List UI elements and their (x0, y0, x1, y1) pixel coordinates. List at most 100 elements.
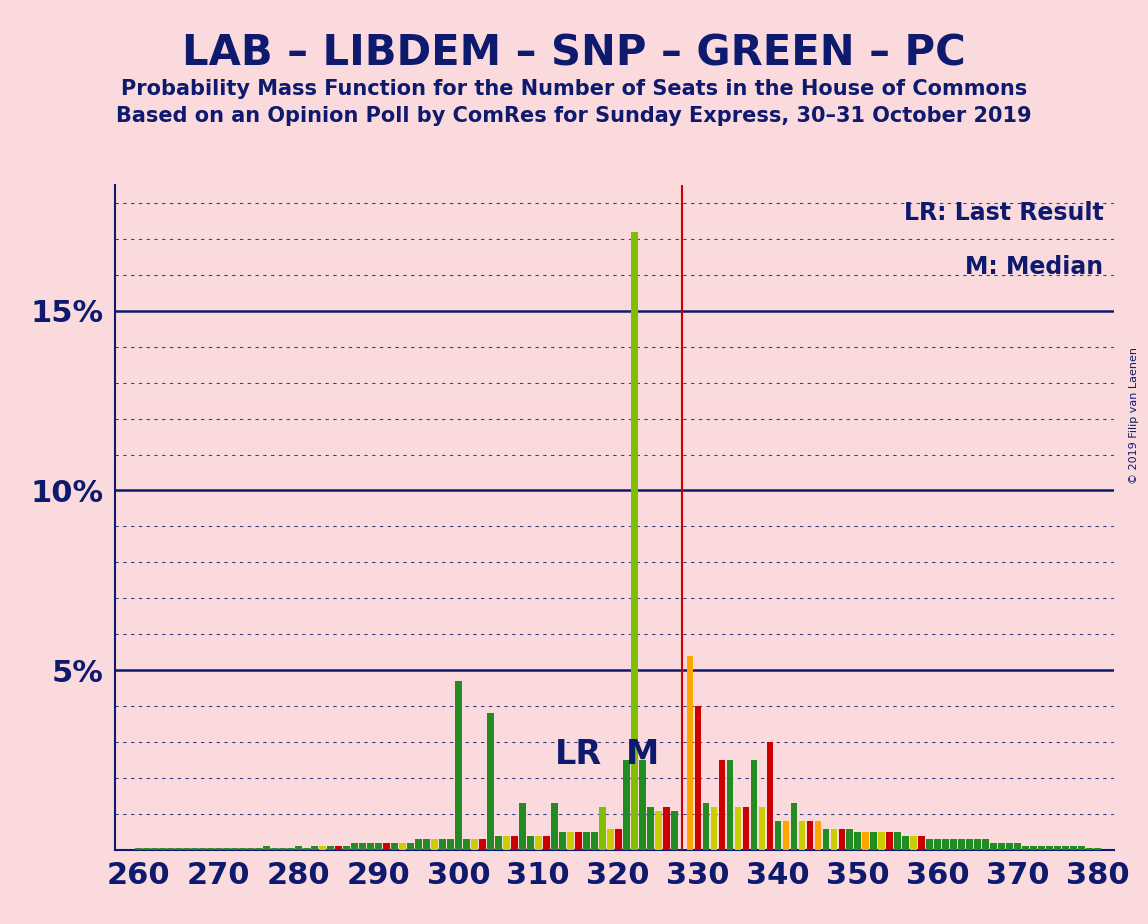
Bar (447, 839, 453, 850)
Bar (910, 835, 917, 850)
Bar (1054, 846, 1061, 850)
Bar (870, 833, 877, 850)
Bar (799, 821, 806, 850)
Bar (670, 810, 677, 850)
Bar (239, 848, 246, 850)
Bar (152, 848, 158, 850)
Bar (838, 829, 845, 850)
Bar (703, 803, 709, 850)
Bar (999, 843, 1006, 850)
Bar (176, 848, 183, 850)
Bar (135, 848, 142, 850)
Bar (343, 846, 350, 850)
Bar (1094, 848, 1101, 850)
Bar (247, 848, 254, 850)
Bar (1046, 846, 1053, 850)
Bar (751, 760, 758, 850)
Bar (719, 760, 726, 850)
Bar (575, 833, 582, 850)
Bar (455, 681, 461, 850)
Bar (1030, 846, 1037, 850)
Bar (375, 843, 382, 850)
Bar (1070, 846, 1077, 850)
Bar (926, 839, 933, 850)
Bar (223, 848, 230, 850)
Text: M: Median: M: Median (965, 255, 1103, 279)
Bar (319, 846, 326, 850)
Bar (975, 839, 982, 850)
Bar (1086, 848, 1093, 850)
Bar (622, 760, 629, 850)
Bar (263, 846, 270, 850)
Bar (943, 839, 949, 850)
Bar (463, 839, 470, 850)
Bar (934, 839, 941, 850)
Bar (638, 760, 645, 850)
Bar (967, 839, 974, 850)
Bar (184, 848, 191, 850)
Bar (830, 829, 837, 850)
Bar (1062, 846, 1069, 850)
Bar (303, 848, 310, 850)
Bar (775, 821, 782, 850)
Bar (495, 835, 502, 850)
Bar (894, 833, 901, 850)
Bar (662, 807, 669, 850)
Bar (767, 742, 774, 850)
Text: Probability Mass Function for the Number of Seats in the House of Commons: Probability Mass Function for the Number… (121, 79, 1027, 99)
Bar (551, 803, 558, 850)
Text: LR: LR (554, 738, 602, 771)
Bar (759, 807, 766, 850)
Bar (200, 848, 207, 850)
Bar (1007, 843, 1013, 850)
Bar (615, 829, 621, 850)
Bar (287, 848, 294, 850)
Bar (687, 656, 693, 850)
Bar (327, 846, 334, 850)
Bar (743, 807, 750, 850)
Bar (295, 846, 302, 850)
Text: Based on an Opinion Poll by ComRes for Sunday Express, 30–31 October 2019: Based on an Opinion Poll by ComRes for S… (116, 106, 1032, 127)
Bar (854, 833, 861, 850)
Bar (231, 848, 238, 850)
Bar (791, 803, 798, 850)
Bar (886, 833, 893, 850)
Bar (951, 839, 957, 850)
Bar (192, 848, 199, 850)
Bar (991, 843, 998, 850)
Bar (918, 835, 925, 850)
Bar (216, 848, 222, 850)
Bar (527, 835, 534, 850)
Bar (511, 835, 518, 850)
Bar (583, 833, 590, 850)
Bar (535, 835, 542, 850)
Bar (391, 843, 398, 850)
Bar (503, 835, 510, 850)
Bar (983, 839, 990, 850)
Bar (567, 833, 574, 850)
Bar (646, 807, 653, 850)
Bar (591, 833, 598, 850)
Bar (422, 839, 429, 850)
Bar (902, 835, 909, 850)
Bar (255, 848, 262, 850)
Bar (846, 829, 853, 850)
Text: LAB – LIBDEM – SNP – GREEN – PC: LAB – LIBDEM – SNP – GREEN – PC (183, 32, 965, 74)
Bar (862, 833, 869, 850)
Bar (695, 706, 701, 850)
Bar (471, 839, 478, 850)
Bar (416, 839, 421, 850)
Bar (783, 821, 790, 850)
Bar (822, 829, 829, 850)
Bar (479, 839, 486, 850)
Bar (1038, 846, 1045, 850)
Bar (559, 833, 566, 850)
Bar (351, 843, 358, 850)
Bar (430, 839, 437, 850)
Bar (160, 848, 166, 850)
Bar (408, 843, 413, 850)
Bar (727, 760, 734, 850)
Bar (359, 843, 366, 850)
Bar (144, 848, 150, 850)
Bar (878, 833, 885, 850)
